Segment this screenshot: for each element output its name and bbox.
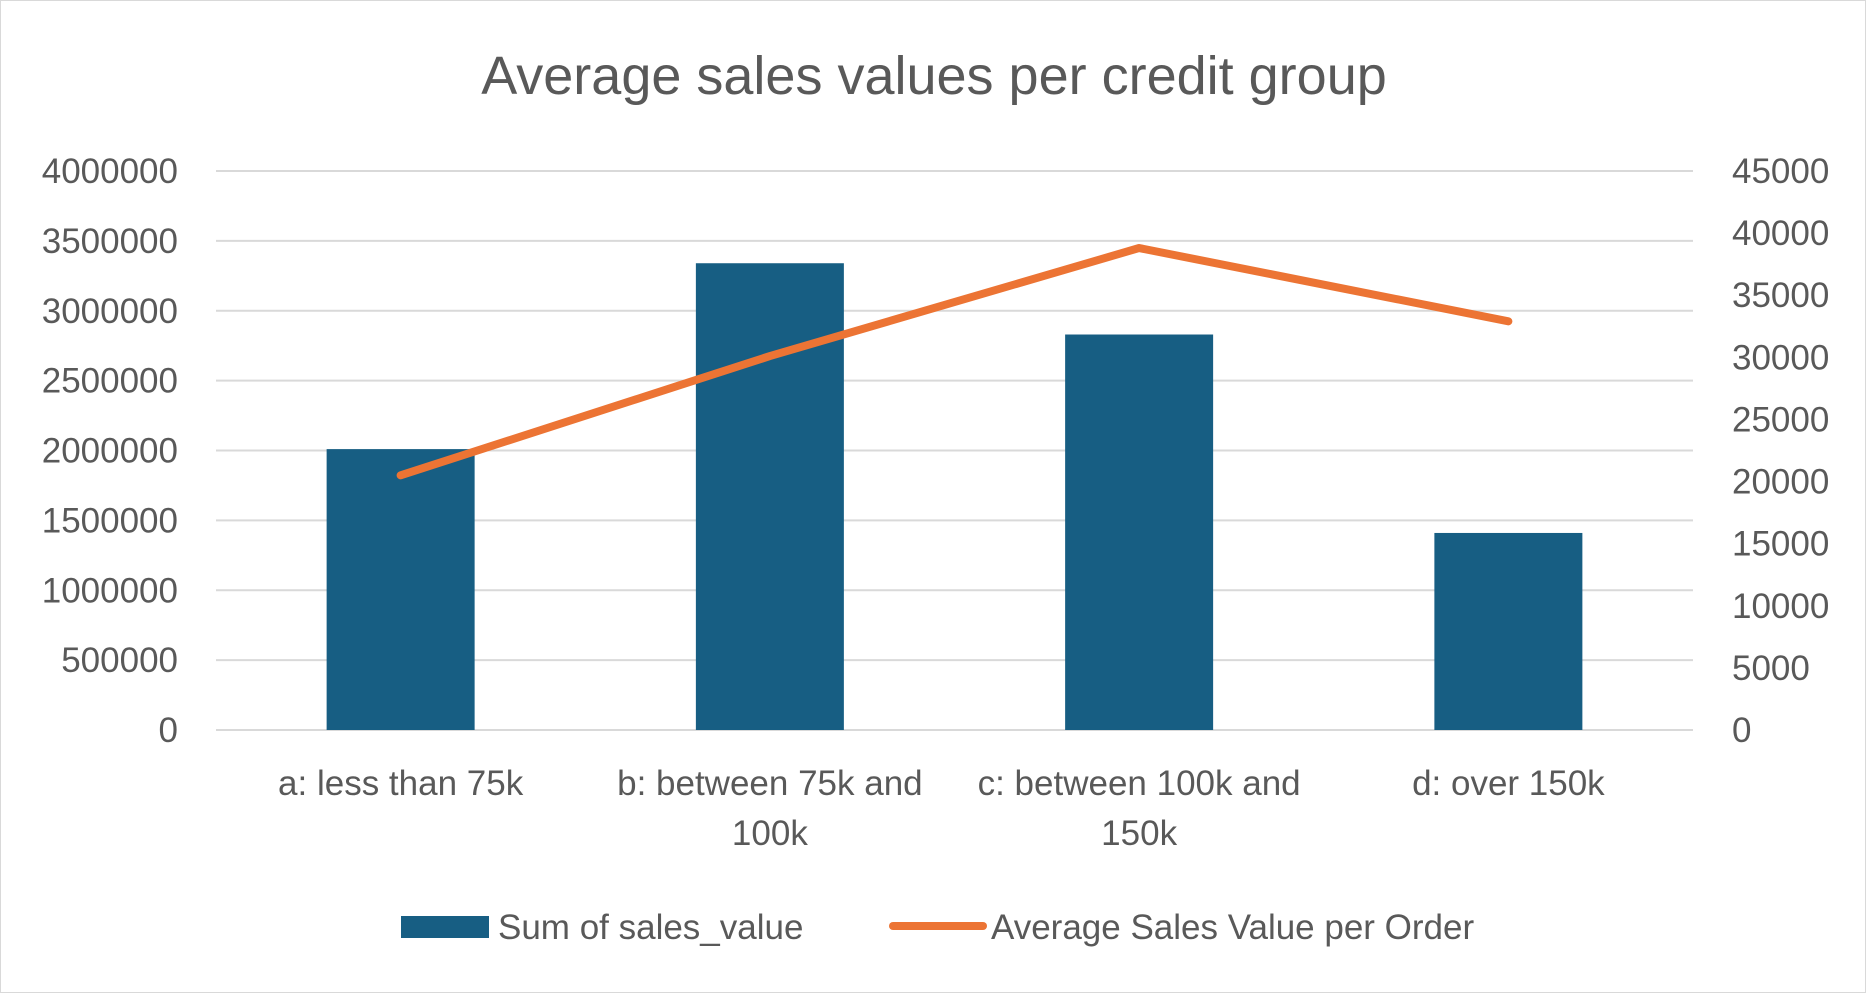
bar <box>696 263 844 730</box>
y-right-tick-label: 30000 <box>1732 338 1829 377</box>
y-right-tick-label: 15000 <box>1732 525 1829 564</box>
y-right-tick-label: 10000 <box>1732 587 1829 626</box>
legend-label-sum-of-sales-value: Sum of sales_value <box>498 908 803 947</box>
series-line <box>401 248 1509 475</box>
bar <box>1434 533 1582 730</box>
y-left-tick-label: 1000000 <box>42 571 178 610</box>
legend-swatch-sum-of-sales-value <box>401 916 489 938</box>
legend-label-average-sales-value: Average Sales Value per Order <box>991 908 1474 947</box>
y-right-tick-label: 5000 <box>1732 649 1810 688</box>
y-right-tick-label: 25000 <box>1732 400 1829 439</box>
chart-title: Average sales values per credit group <box>481 46 1387 106</box>
line-series <box>401 248 1509 476</box>
y-right-tick-label: 40000 <box>1732 214 1829 253</box>
y-axis-right: 45000 40000 35000 30000 25000 20000 15000 10000… <box>1732 152 1829 750</box>
y-left-tick-label: 500000 <box>61 641 178 680</box>
y-left-tick-label: 2500000 <box>42 362 178 401</box>
y-right-tick-label: 20000 <box>1732 463 1829 502</box>
bar <box>327 449 475 730</box>
y-right-tick-label: 45000 <box>1732 152 1829 191</box>
y-left-tick-label: 3000000 <box>42 292 178 331</box>
y-left-tick-label: 0 <box>159 711 178 750</box>
x-category-label: a: less than 75k <box>278 764 524 803</box>
y-left-tick-label: 1500000 <box>42 501 178 540</box>
x-category-label: d: over 150k <box>1412 764 1605 803</box>
legend: Sum of sales_value Average Sales Value p… <box>401 908 1474 947</box>
y-left-tick-label: 2000000 <box>42 432 178 471</box>
y-right-tick-label: 35000 <box>1732 276 1829 315</box>
y-left-tick-label: 4000000 <box>42 152 178 191</box>
y-right-tick-label: 0 <box>1732 711 1751 750</box>
y-axis-left: 4000000 3500000 3000000 2500000 2000000 15000… <box>42 152 178 750</box>
bar <box>1065 335 1213 730</box>
y-left-tick-label: 3500000 <box>42 222 178 261</box>
